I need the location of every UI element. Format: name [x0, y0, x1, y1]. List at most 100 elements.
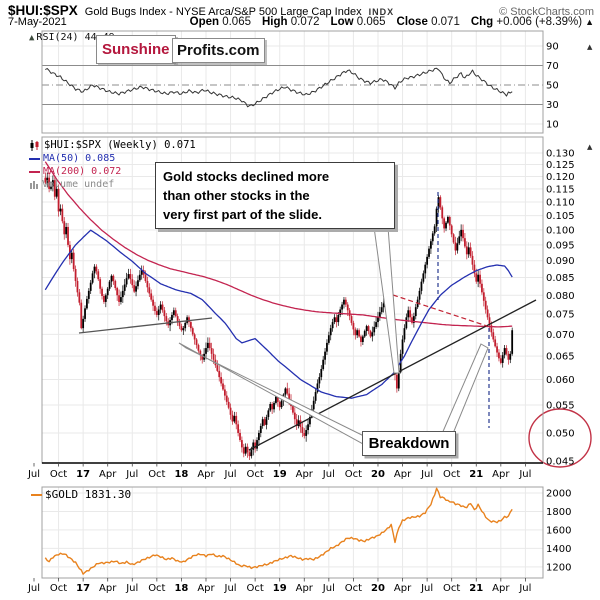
svg-text:19: 19 [273, 583, 287, 594]
svg-text:17: 17 [76, 469, 90, 480]
svg-text:1200: 1200 [546, 562, 571, 573]
svg-text:18: 18 [174, 583, 188, 594]
svg-text:0.055: 0.055 [546, 401, 575, 412]
ticker-symbol: $HUI:$SPX [8, 3, 78, 18]
price-legend-label: $HUI:$SPX (Weekly) 0.071 [44, 139, 196, 151]
svg-text:Apr: Apr [197, 469, 215, 480]
svg-text:Jul: Jul [224, 583, 237, 594]
svg-text:Apr: Apr [99, 469, 117, 480]
svg-text:18: 18 [174, 469, 188, 480]
rsi-series [45, 67, 513, 108]
svg-text:Apr: Apr [394, 583, 412, 594]
svg-text:50: 50 [546, 81, 559, 92]
annotation-breakdown: Breakdown [362, 431, 456, 456]
main-legend: $HUI:$SPX (Weekly) 0.071 MA(50) 0.085 MA… [29, 139, 196, 191]
svg-text:Jul: Jul [322, 469, 335, 480]
annotation-overlays [78, 192, 592, 468]
watermark-sunshine: Sunshine [96, 35, 176, 64]
ma50-legend-row: MA(50) 0.085 [29, 152, 196, 165]
svg-text:Apr: Apr [394, 469, 412, 480]
svg-text:Apr: Apr [492, 583, 510, 594]
svg-text:Apr: Apr [99, 583, 117, 594]
breakdown-pointer-right [440, 343, 489, 437]
panel-collapse-icon: ▲ [29, 33, 35, 43]
svg-text:0.100: 0.100 [546, 225, 575, 236]
svg-text:Jul: Jul [518, 583, 531, 594]
svg-text:17: 17 [76, 583, 90, 594]
svg-text:Oct: Oct [148, 583, 165, 594]
svg-text:0.120: 0.120 [546, 172, 575, 183]
svg-text:Apr: Apr [296, 583, 314, 594]
svg-text:Oct: Oct [148, 469, 165, 480]
candlestick-series [44, 172, 514, 460]
svg-text:0.070: 0.070 [546, 330, 575, 341]
price-legend-row: $HUI:$SPX (Weekly) 0.071 [29, 139, 196, 152]
rsi-legend: ▲ RSI(24) 44.49 [29, 32, 115, 43]
support-2018-2021 [248, 299, 537, 451]
red-circle-highlight [528, 408, 592, 468]
volume-legend-row: Volume undef [29, 178, 196, 191]
svg-text:Jul: Jul [420, 469, 433, 480]
resistance-dashed [392, 294, 488, 327]
svg-text:20: 20 [371, 469, 385, 480]
quote-date: 7-May-2021 [8, 16, 67, 28]
svg-text:Jul: Jul [125, 469, 138, 480]
ma200-legend-label: MA(200) 0.072 [43, 166, 122, 177]
svg-text:0.060: 0.060 [546, 375, 575, 386]
quote-low: Low 0.065 [330, 16, 386, 28]
svg-text:0.090: 0.090 [546, 256, 575, 267]
gold-series [44, 487, 513, 575]
svg-text:0.085: 0.085 [546, 273, 575, 284]
svg-text:0.105: 0.105 [546, 211, 575, 222]
copyright: © StockCharts.com [499, 6, 594, 18]
panel-arrow-icon: ▲ [587, 143, 593, 151]
svg-text:Jul: Jul [518, 469, 531, 480]
svg-text:0.125: 0.125 [546, 160, 575, 171]
quote-high: High 0.072 [262, 16, 320, 28]
svg-text:Jul: Jul [27, 583, 40, 594]
svg-text:0.050: 0.050 [546, 428, 575, 439]
svg-text:Apr: Apr [296, 469, 314, 480]
svg-text:1800: 1800 [546, 507, 571, 518]
header-line-1: $HUI:$SPX Gold Bugs Index - NYSE Arca/S&… [8, 3, 594, 18]
svg-text:0.110: 0.110 [546, 197, 575, 208]
watermark-profits: Profits.com [172, 38, 265, 63]
svg-text:Jul: Jul [224, 469, 237, 480]
symbol-description: Gold Bugs Index - NYSE Arca/S&P 500 Larg… [84, 6, 362, 18]
svg-text:19: 19 [273, 469, 287, 480]
gold-legend: $GOLD 1831.30 [31, 488, 131, 501]
svg-text:0.075: 0.075 [546, 310, 575, 321]
svg-text:1400: 1400 [546, 544, 571, 555]
ma200-legend-row: MA(200) 0.072 [29, 165, 196, 178]
svg-text:10: 10 [546, 120, 559, 131]
quote-close: Close 0.071 [396, 16, 460, 28]
svg-text:Oct: Oct [246, 469, 263, 480]
svg-text:70: 70 [546, 61, 559, 72]
up-arrow-icon: ▲ [585, 17, 594, 27]
svg-text:Oct: Oct [345, 583, 362, 594]
svg-text:Jul: Jul [420, 583, 433, 594]
volume-bars-icon [30, 181, 38, 189]
support-2016 [78, 317, 213, 334]
svg-text:Oct: Oct [443, 583, 460, 594]
svg-text:Apr: Apr [492, 469, 510, 480]
svg-text:20: 20 [371, 583, 385, 594]
svg-text:0.065: 0.065 [546, 352, 575, 363]
svg-text:1600: 1600 [546, 525, 571, 536]
header-line-2: 7-May-2021 Open 0.065 High 0.072 Low 0.0… [8, 16, 594, 28]
svg-text:Oct: Oct [50, 469, 67, 480]
svg-text:0.045: 0.045 [546, 457, 575, 468]
svg-text:21: 21 [469, 469, 483, 480]
svg-text:0.095: 0.095 [546, 240, 575, 251]
svg-text:0.115: 0.115 [546, 184, 575, 195]
svg-text:Oct: Oct [50, 583, 67, 594]
gold-line-icon [31, 493, 42, 496]
svg-text:0.080: 0.080 [546, 291, 575, 302]
ma200-line-icon [29, 170, 40, 173]
svg-text:Jul: Jul [27, 469, 40, 480]
svg-text:0.130: 0.130 [546, 149, 575, 160]
svg-text:Jul: Jul [125, 583, 138, 594]
